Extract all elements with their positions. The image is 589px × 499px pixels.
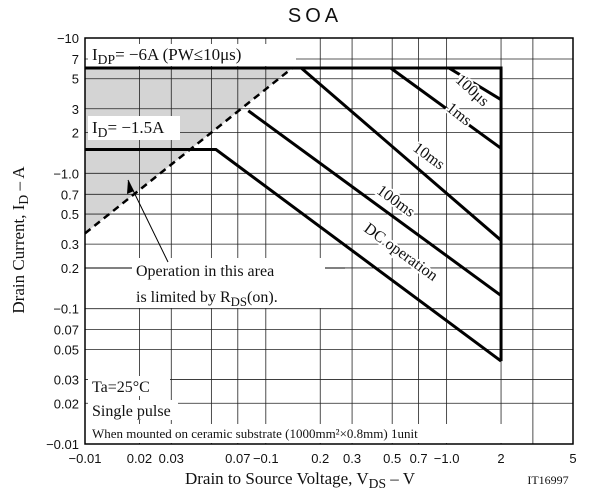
x-tick-label: 0.3 [343, 451, 361, 466]
y-tick-label: −1.0 [53, 166, 79, 181]
text-part: = −6A (PW≤10μs) [115, 45, 241, 64]
y-tick-label: 2 [72, 126, 79, 141]
label: Ta=25°C [92, 379, 150, 396]
arrow-head [127, 180, 134, 194]
limit-line [85, 66, 503, 362]
y-tick-label: 0.05 [54, 342, 79, 357]
y-tick-label: 7 [72, 52, 79, 67]
label: When mounted on ceramic substrate (1000m… [92, 426, 418, 441]
label-background [88, 424, 508, 443]
subscript: DS [369, 476, 386, 491]
label: IDP= −6A (PW≤10μs) [92, 45, 241, 67]
x-tick-label: 0.02 [127, 451, 152, 466]
label-background [88, 400, 178, 420]
y-tick-label: 5 [72, 72, 79, 87]
x-tick-label: 0.7 [410, 451, 428, 466]
figure-code: IT16997 [527, 473, 568, 487]
y-tick-label: −10 [57, 31, 79, 46]
label: ID= −1.5A [92, 118, 165, 140]
x-tick-label: 0.2 [311, 451, 329, 466]
text-part: Ta=25°C [92, 379, 150, 396]
y-tick-label: 0.5 [61, 207, 79, 222]
series-label: DC operation [361, 220, 441, 285]
label: Operation in this area [136, 263, 274, 280]
y-tick-label: 0.03 [54, 372, 79, 387]
label: Single pulse [92, 403, 171, 420]
y-tick-label: −0.01 [46, 437, 79, 452]
text-part: Drain to Source Voltage, V [185, 469, 369, 488]
label-background [88, 44, 296, 66]
series-line [247, 109, 502, 297]
x-tick-label: 0.07 [225, 451, 250, 466]
x-tick-label: −0.01 [69, 451, 102, 466]
label: is limited by RDS(on). [136, 289, 278, 309]
y-tick-label: 0.7 [61, 187, 79, 202]
series-label: 100ms [373, 182, 418, 221]
text-part: = −1.5A [108, 118, 166, 137]
subscript: D [16, 195, 31, 205]
text-part: When mounted on ceramic substrate (1000m… [92, 426, 418, 441]
label: Drain to Source Voltage, VDS – V [185, 469, 416, 491]
y-tick-label: 0.2 [61, 261, 79, 276]
arrow-shaft [127, 179, 169, 263]
text-part: Single pulse [92, 403, 171, 420]
label-background [130, 258, 326, 308]
x-tick-label: −1.0 [434, 451, 460, 466]
text-part: – A [9, 166, 28, 195]
text-part: (on). [247, 289, 278, 306]
chart-title: SOA [288, 5, 342, 27]
x-tick-label: 0.03 [159, 451, 184, 466]
x-tick-label: 2 [497, 451, 504, 466]
text-part: Drain Current, I [9, 204, 28, 313]
text-part: I [92, 118, 98, 137]
label-background [88, 376, 170, 396]
x-tick-label: −0.1 [253, 451, 279, 466]
text-part: Operation in this area [136, 263, 274, 280]
subscript: D [98, 125, 108, 140]
plot-frame [84, 37, 574, 445]
y-tick-label: 0.07 [54, 323, 79, 338]
label-background [88, 116, 180, 140]
text-part: I [92, 45, 98, 64]
y-tick-label: 0.02 [54, 396, 79, 411]
text-part: is limited by R [136, 289, 231, 306]
y-tick-label: 0.3 [61, 237, 79, 252]
x-tick-label: 0.5 [383, 451, 401, 466]
series-line [389, 66, 502, 150]
subscript: DS [231, 295, 247, 309]
subscript: DP [98, 52, 116, 67]
series-line [85, 148, 502, 363]
y-tick-label: 3 [72, 102, 79, 117]
label: Drain Current, ID – A [9, 166, 31, 314]
y-tick-label: −0.1 [53, 302, 79, 317]
series-line [448, 66, 502, 101]
x-tick-label: 5 [569, 451, 576, 466]
series-line [300, 66, 503, 242]
text-part: – V [386, 469, 416, 488]
